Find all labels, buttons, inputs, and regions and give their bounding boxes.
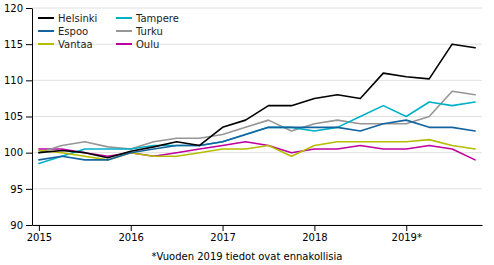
legend: Helsinki Espoo Vantaa Tampere Turku Oulu (38, 13, 179, 50)
x-axis: 2015 2016 2017 2018 2019* (27, 225, 483, 243)
legend-swatch (38, 43, 54, 45)
y-tick-label: 115 (4, 39, 23, 50)
legend-label: Tampere (135, 13, 179, 24)
grid-line (32, 225, 482, 226)
y-tick-mark (26, 117, 32, 118)
y-tick-mark (26, 189, 32, 190)
legend-label: Helsinki (58, 13, 97, 24)
series-line (39, 120, 475, 160)
legend-swatch (38, 17, 54, 19)
y-tick-mark (26, 225, 32, 226)
y-tick: 115 (4, 39, 32, 50)
series-line (39, 102, 475, 163)
y-tick: 105 (4, 111, 32, 122)
x-tick-mark (406, 225, 407, 231)
x-tick: 2015 (27, 225, 52, 243)
grid-line (32, 116, 482, 117)
y-tick: 100 (4, 147, 32, 158)
x-tick-label: 2018 (302, 232, 327, 243)
footnote: *Vuoden 2019 tiedot ovat ennakollisia (152, 251, 343, 262)
legend-item: Vantaa (38, 39, 93, 50)
x-tick: 2018 (302, 225, 327, 243)
x-tick: 2016 (118, 225, 143, 243)
grid-line (32, 8, 482, 9)
y-axis-line (32, 9, 33, 226)
y-tick-mark (26, 44, 32, 45)
legend-swatch (116, 43, 132, 45)
legend-item: Turku (116, 26, 163, 37)
x-tick-label: 2019* (392, 232, 422, 243)
legend-swatch (116, 17, 132, 19)
grid (32, 8, 482, 225)
grid-line (32, 152, 482, 153)
y-tick: 90 (10, 220, 32, 231)
x-tick-mark (131, 225, 132, 231)
x-tick-label: 2016 (118, 232, 143, 243)
legend-label: Vantaa (58, 39, 93, 50)
y-tick-label: 120 (4, 3, 23, 14)
y-tick: 110 (4, 75, 32, 86)
grid-line (32, 44, 482, 45)
legend-item: Oulu (116, 39, 159, 50)
y-tick-mark (26, 153, 32, 154)
legend-swatch (38, 30, 54, 32)
legend-item: Tampere (116, 13, 179, 24)
lines (39, 44, 475, 163)
plot: 90 95 100 105 110 115 120 2015 2016 2017 2018 2019*… (4, 3, 483, 243)
x-tick-label: 2017 (210, 232, 235, 243)
x-tick-mark (314, 225, 315, 231)
legend-label: Turku (135, 26, 163, 37)
legend-label: Oulu (136, 39, 159, 50)
grid-line (32, 80, 482, 81)
y-tick-mark (26, 8, 32, 9)
y-tick-label: 100 (4, 147, 23, 158)
x-tick-label: 2015 (27, 232, 52, 243)
legend-item: Helsinki (38, 13, 97, 24)
x-tick: 2017 (210, 225, 235, 243)
x-axis-line (33, 225, 483, 226)
grid-line (32, 188, 482, 189)
y-tick-label: 110 (4, 75, 23, 86)
x-tick-mark (39, 225, 40, 231)
y-tick-mark (26, 80, 32, 81)
y-tick-label: 90 (10, 220, 23, 231)
y-tick: 120 (4, 3, 32, 14)
x-tick: 2019* (392, 225, 422, 243)
y-tick: 95 (10, 184, 32, 195)
x-tick-mark (223, 225, 224, 231)
legend-label: Espoo (58, 26, 88, 37)
y-axis: 90 95 100 105 110 115 120 (4, 3, 33, 231)
y-tick-label: 95 (10, 184, 23, 195)
legend-item: Espoo (38, 26, 88, 37)
y-tick-label: 105 (4, 111, 23, 122)
series-line (39, 44, 475, 158)
chart: 90 95 100 105 110 115 120 2015 2016 2017 2018 2019*… (0, 0, 494, 265)
legend-swatch (116, 30, 132, 32)
